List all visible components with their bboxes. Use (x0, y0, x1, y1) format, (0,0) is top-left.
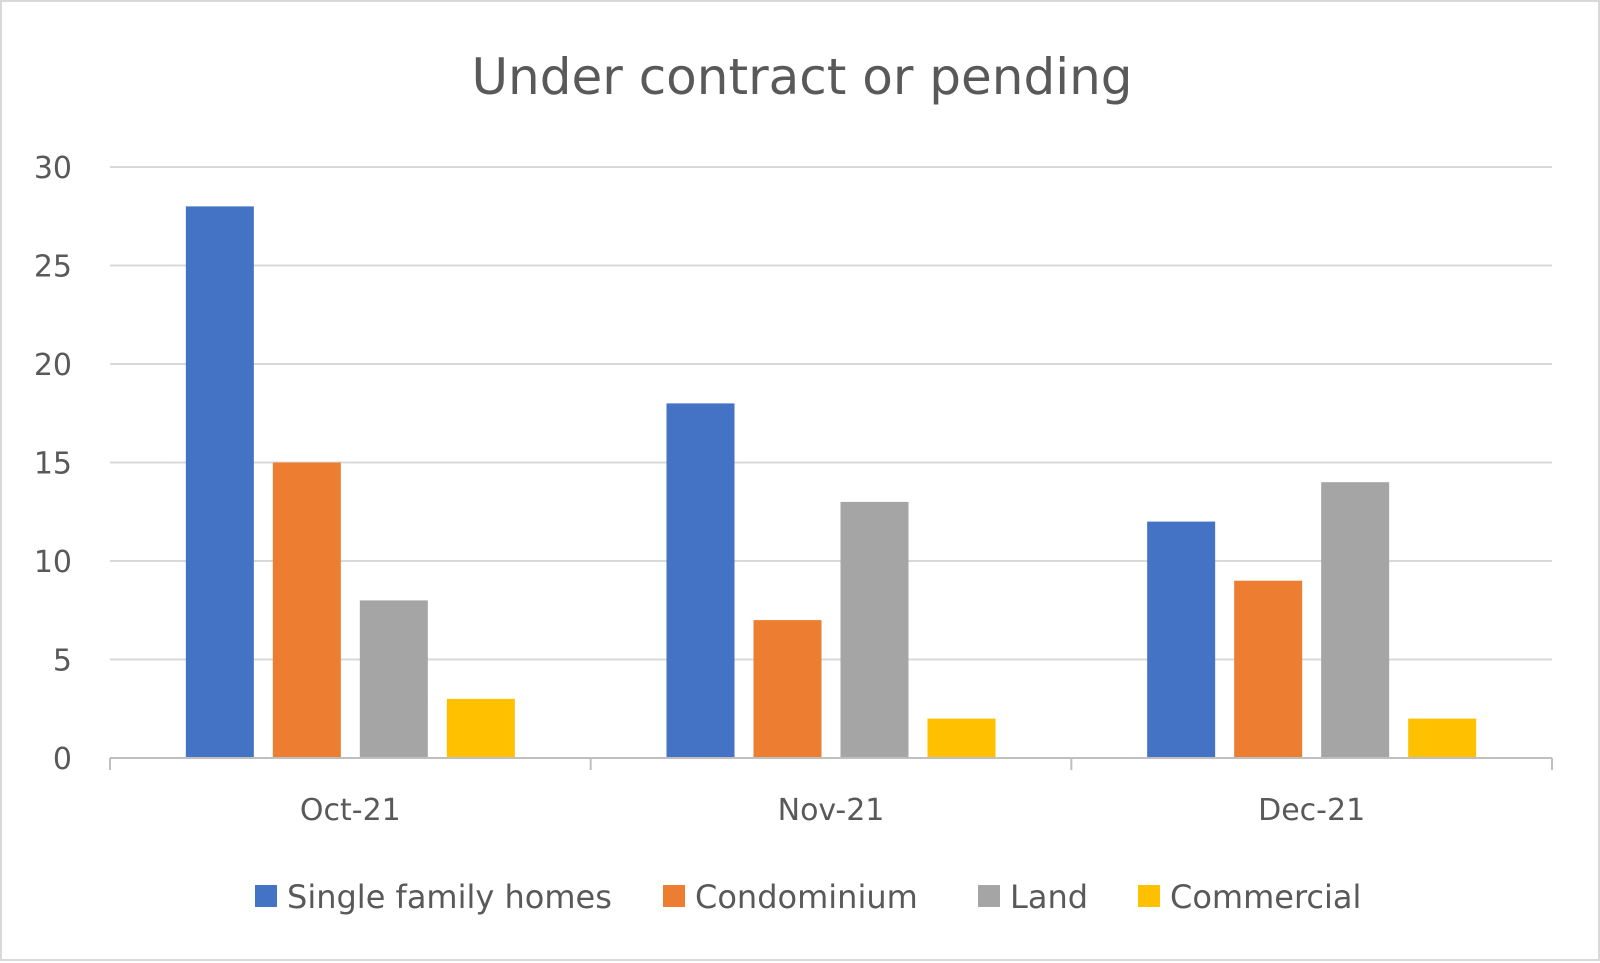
bar-commercial-oct-21 (446, 698, 515, 758)
y-axis-tick-labels: 0 5 10 15 20 25 30 (34, 151, 72, 777)
bar-single-family-homes-dec-21 (1147, 521, 1216, 758)
bar-commercial-dec-21 (1408, 718, 1477, 758)
y-tick-label: 15 (34, 447, 72, 482)
y-tick-label: 20 (34, 348, 72, 383)
legend-label: Condominium (695, 878, 918, 916)
bar-condominium-oct-21 (272, 462, 341, 758)
legend-label: Commercial (1170, 878, 1361, 916)
x-tick-label: Nov-21 (778, 793, 885, 828)
bars (185, 206, 1477, 758)
x-tick-label: Oct-21 (300, 793, 401, 828)
legend-swatch (663, 885, 685, 907)
legend-swatch (978, 885, 1000, 907)
bar-land-dec-21 (1321, 482, 1390, 758)
legend-swatch (255, 885, 277, 907)
bar-single-family-homes-nov-21 (666, 403, 735, 758)
legend: Single family homes Condominium Land Commer… (255, 878, 1361, 916)
x-axis (109, 757, 1553, 770)
bar-land-nov-21 (840, 501, 909, 758)
bar-single-family-homes-oct-21 (185, 206, 254, 758)
chart-title: Under contract or pending (471, 48, 1132, 106)
bar-condominium-nov-21 (753, 620, 822, 758)
legend-label: Single family homes (287, 878, 612, 916)
bar-condominium-dec-21 (1234, 580, 1303, 758)
bar-commercial-nov-21 (927, 718, 996, 758)
y-tick-label: 25 (34, 250, 72, 285)
x-tick-label: Dec-21 (1258, 793, 1365, 828)
y-tick-label: 30 (34, 151, 72, 186)
legend-label: Land (1010, 878, 1088, 916)
legend-swatch (1138, 885, 1160, 907)
y-tick-label: 5 (53, 644, 72, 679)
y-tick-label: 0 (53, 742, 72, 777)
gridlines (110, 166, 1552, 661)
bar-land-oct-21 (359, 600, 428, 758)
y-tick-label: 10 (34, 545, 72, 580)
x-axis-tick-labels: Oct-21 Nov-21 Dec-21 (300, 793, 1365, 828)
